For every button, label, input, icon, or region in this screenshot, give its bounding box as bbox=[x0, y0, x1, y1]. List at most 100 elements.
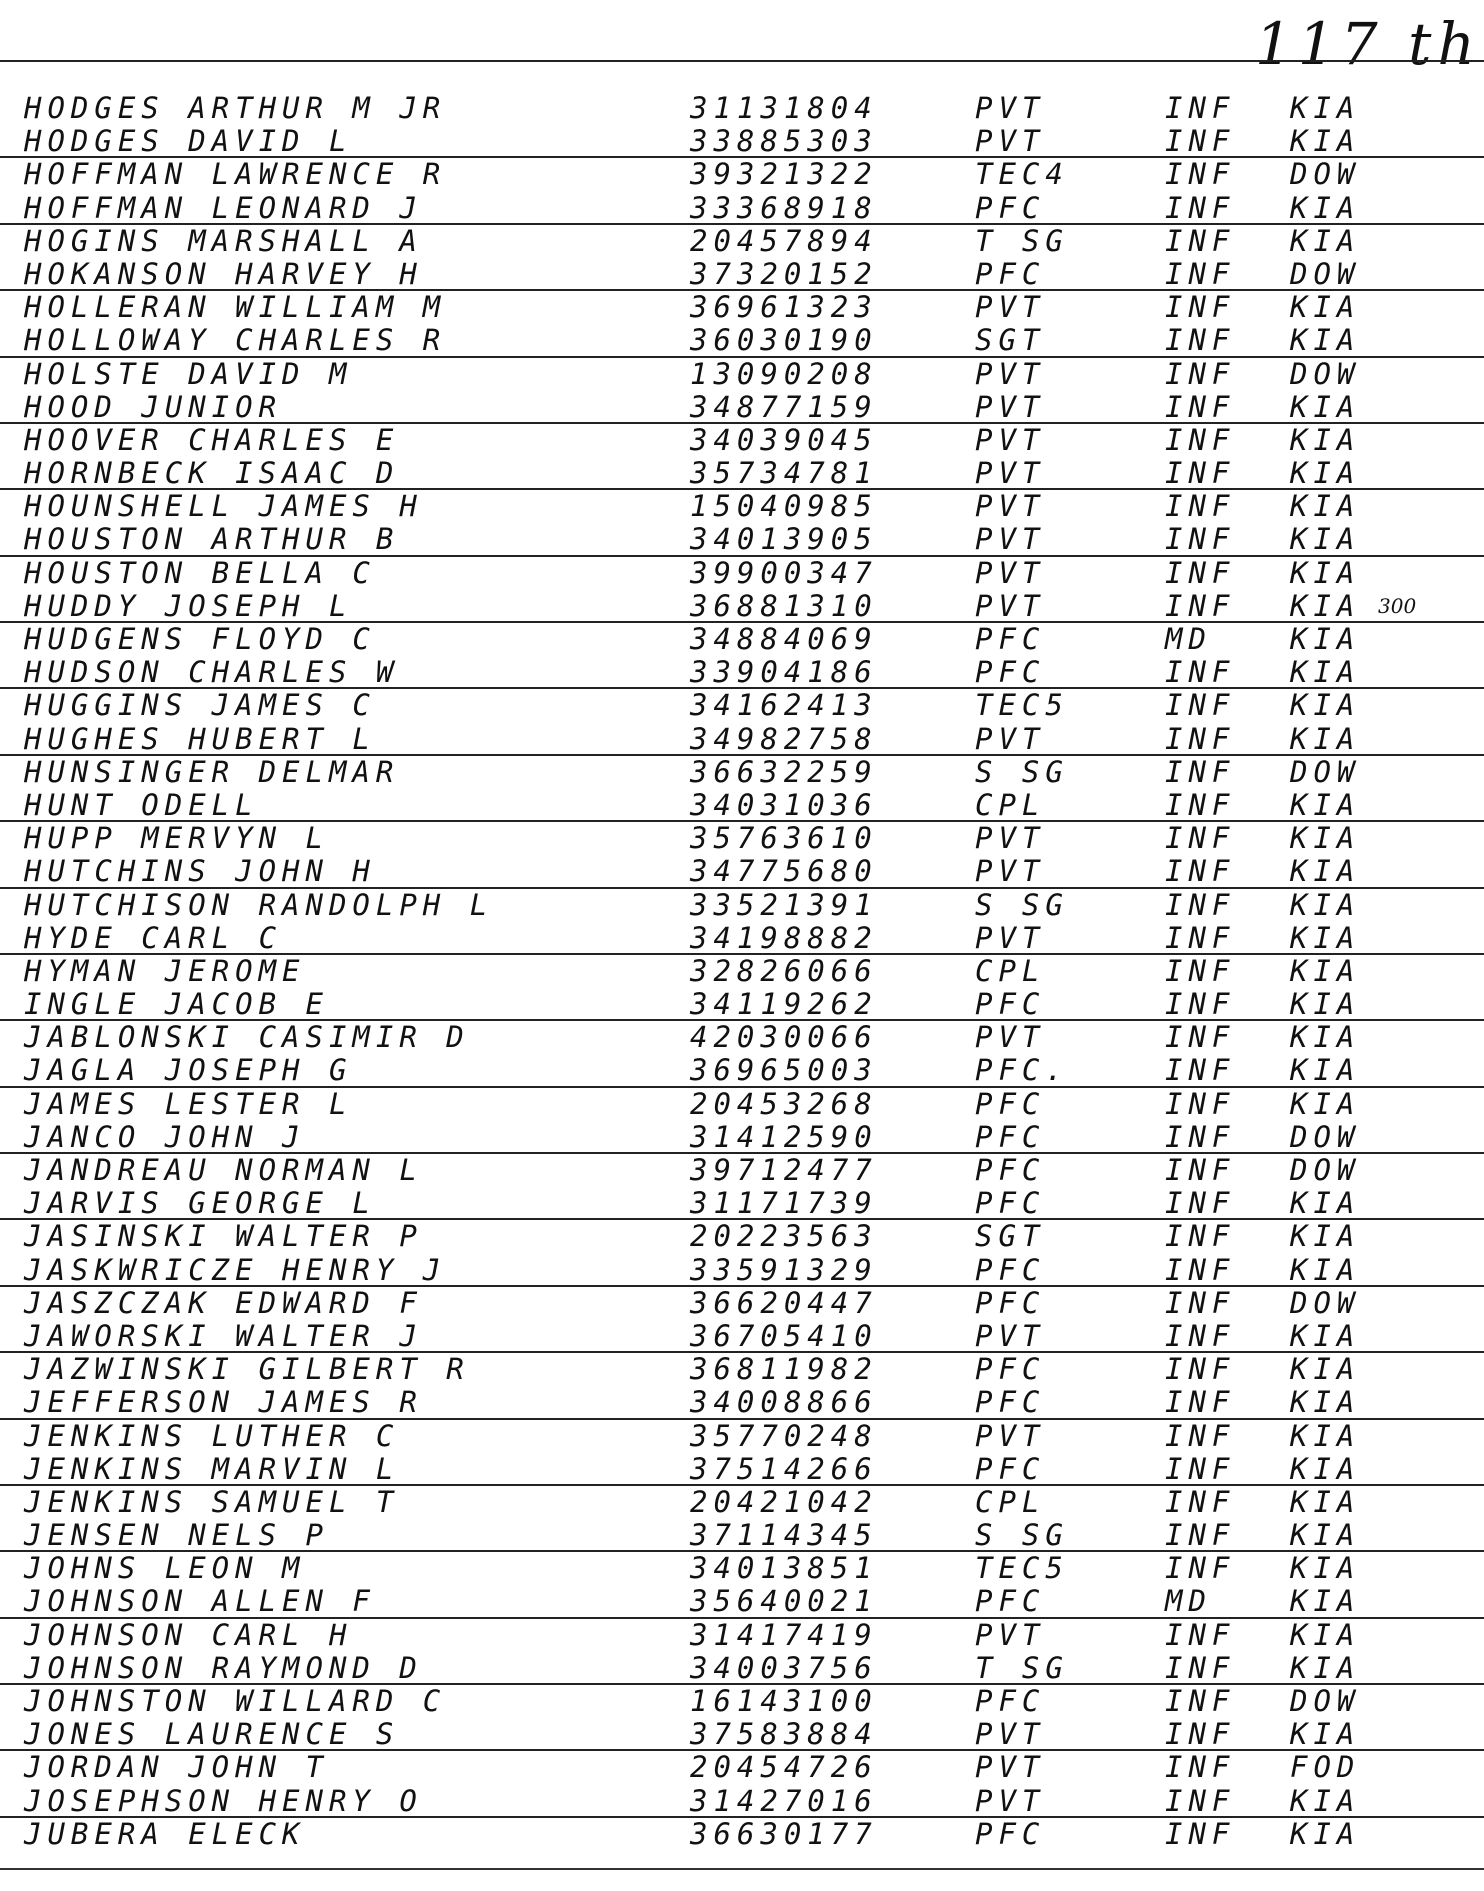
record-row: HORNBECK ISAAC D 35734781 PVT INF KIA bbox=[0, 456, 1484, 491]
record-row: JANDREAU NORMAN L 39712477 PFC INF DOW bbox=[0, 1154, 1484, 1187]
casualty-status: KIA bbox=[1290, 1717, 1361, 1752]
arm-of-service: INF bbox=[1165, 1020, 1236, 1055]
rank: PVT bbox=[975, 1750, 1046, 1785]
record-row: HUDGENS FLOYD C 34884069 PFC MD KIA bbox=[0, 623, 1484, 656]
arm-of-service: INF bbox=[1165, 1484, 1236, 1519]
casualty-status: KIA bbox=[1290, 389, 1361, 424]
serial-number: 35770248 bbox=[690, 1418, 878, 1453]
casualty-status: KIA bbox=[1290, 290, 1361, 325]
casualty-status: KIA bbox=[1290, 1086, 1361, 1121]
serial-number: 31417419 bbox=[690, 1617, 878, 1652]
rank: PFC bbox=[975, 1684, 1046, 1718]
rank: PVT bbox=[975, 1020, 1046, 1055]
record-name: JANDREAU NORMAN L bbox=[24, 1153, 423, 1187]
record-name: HOFFMAN LEONARD J bbox=[24, 190, 423, 225]
record-name: HODGES DAVID L bbox=[24, 124, 353, 159]
rank: PFC bbox=[975, 655, 1046, 690]
casualty-status: DOW bbox=[1290, 256, 1361, 291]
record-name: HUTCHINS JOHN H bbox=[24, 854, 376, 889]
record-name: JARVIS GEORGE L bbox=[24, 1186, 376, 1221]
record-row: JOHNSON ALLEN F 35640021 PFC MD KIA bbox=[0, 1585, 1484, 1619]
casualty-status: DOW bbox=[1290, 754, 1361, 789]
record-name: HYDE CARL C bbox=[24, 920, 283, 955]
record-row: HUDDY JOSEPH L 36881310 PVT INF KIA 300 bbox=[0, 589, 1484, 623]
arm-of-service: INF bbox=[1165, 1418, 1236, 1453]
arm-of-service: INF bbox=[1165, 1385, 1236, 1420]
casualty-status: DOW bbox=[1290, 356, 1361, 391]
casualty-status: DOW bbox=[1290, 1285, 1361, 1320]
rank: PFC. bbox=[975, 1053, 1069, 1088]
casualty-status: KIA bbox=[1290, 821, 1361, 856]
record-row: JASINSKI WALTER P 20223563 SGT INF KIA bbox=[0, 1220, 1484, 1253]
arm-of-service: INF bbox=[1165, 1684, 1236, 1718]
arm-of-service: INF bbox=[1165, 821, 1236, 856]
rank: T SG bbox=[975, 1650, 1069, 1685]
record-name: HOLLERAN WILLIAM M bbox=[24, 290, 447, 325]
arm-of-service: INF bbox=[1165, 987, 1236, 1022]
record-row: HYDE CARL C 34198882 PVT INF KIA bbox=[0, 920, 1484, 955]
record-row: JOHNSON RAYMOND D 34003756 T SG INF KIA bbox=[0, 1650, 1484, 1685]
casualty-status: KIA bbox=[1290, 887, 1361, 922]
rank: PVT bbox=[975, 356, 1046, 391]
arm-of-service: INF bbox=[1165, 124, 1236, 159]
serial-number: 34013905 bbox=[690, 522, 878, 557]
arm-of-service: INF bbox=[1165, 1816, 1236, 1851]
record-name: JOHNSON RAYMOND D bbox=[24, 1650, 423, 1685]
record-row: JANCO JOHN J 31412590 PFC INF DOW bbox=[0, 1119, 1484, 1154]
casualty-status: KIA bbox=[1290, 1186, 1361, 1221]
record-name: HOGINS MARSHALL A bbox=[24, 223, 423, 258]
rank: PFC bbox=[975, 1119, 1046, 1154]
arm-of-service: INF bbox=[1165, 389, 1236, 424]
serial-number: 35734781 bbox=[690, 456, 878, 491]
serial-number: 34775680 bbox=[690, 854, 878, 889]
rank: PVT bbox=[975, 124, 1046, 159]
casualty-status: KIA bbox=[1290, 1816, 1361, 1851]
rank: PFC bbox=[975, 1153, 1046, 1187]
rank: CPL bbox=[975, 787, 1046, 822]
record-row: HUDSON CHARLES W 33904186 PFC INF KIA bbox=[0, 655, 1484, 690]
casualty-status: KIA bbox=[1290, 1318, 1361, 1353]
record-name: JENKINS MARVIN L bbox=[24, 1451, 400, 1486]
record-row: JAMES LESTER L 20453268 PFC INF KIA bbox=[0, 1086, 1484, 1121]
casualty-status: KIA bbox=[1290, 1020, 1361, 1055]
arm-of-service: INF bbox=[1165, 1451, 1236, 1486]
casualty-status: KIA bbox=[1290, 223, 1361, 258]
rank: PVT bbox=[975, 1717, 1046, 1752]
rank: SGT bbox=[975, 1219, 1046, 1254]
record-row: JAZWINSKI GILBERT R 36811982 PFC INF KIA bbox=[0, 1353, 1484, 1386]
rank: PVT bbox=[975, 1318, 1046, 1353]
record-name: JAGLA JOSEPH G bbox=[24, 1053, 353, 1088]
record-name: HOUNSHELL JAMES H bbox=[24, 489, 423, 524]
casualty-status: FOD bbox=[1290, 1750, 1361, 1785]
casualty-status: KIA bbox=[1290, 920, 1361, 955]
serial-number: 39900347 bbox=[690, 555, 878, 590]
casualty-status: KIA bbox=[1290, 456, 1361, 491]
rank: PVT bbox=[975, 854, 1046, 889]
record-row: HUPP MERVYN L 35763610 PVT INF KIA bbox=[0, 822, 1484, 855]
rank: PVT bbox=[975, 555, 1046, 590]
casualty-status: KIA bbox=[1290, 987, 1361, 1022]
arm-of-service: INF bbox=[1165, 1186, 1236, 1221]
serial-number: 33885303 bbox=[690, 124, 878, 159]
record-name: HYMAN JEROME bbox=[24, 953, 306, 988]
serial-number: 37514266 bbox=[690, 1451, 878, 1486]
record-row: JASKWRICZE HENRY J 33591329 PFC INF KIA bbox=[0, 1253, 1484, 1287]
serial-number: 42030066 bbox=[690, 1020, 878, 1055]
record-row: JONES LAURENCE S 37583884 PVT INF KIA bbox=[0, 1717, 1484, 1752]
rank: PVT bbox=[975, 91, 1046, 125]
arm-of-service: INF bbox=[1165, 1219, 1236, 1254]
rank: PVT bbox=[975, 422, 1046, 457]
record-row: JASZCZAK EDWARD F 36620447 PFC INF DOW bbox=[0, 1285, 1484, 1320]
record-name: JENKINS SAMUEL T bbox=[24, 1484, 400, 1519]
arm-of-service: INF bbox=[1165, 456, 1236, 491]
record-name: HODGES ARTHUR M JR bbox=[24, 91, 447, 125]
record-name: JENSEN NELS P bbox=[24, 1518, 329, 1553]
casualty-status: KIA bbox=[1290, 622, 1361, 656]
record-row: JOHNS LEON M 34013851 TEC5 INF KIA bbox=[0, 1552, 1484, 1585]
serial-number: 20223563 bbox=[690, 1219, 878, 1254]
rank: PFC bbox=[975, 1451, 1046, 1486]
arm-of-service: INF bbox=[1165, 223, 1236, 258]
record-name: JUBERA ELECK bbox=[24, 1816, 306, 1851]
serial-number: 34119262 bbox=[690, 987, 878, 1022]
arm-of-service: INF bbox=[1165, 1518, 1236, 1553]
